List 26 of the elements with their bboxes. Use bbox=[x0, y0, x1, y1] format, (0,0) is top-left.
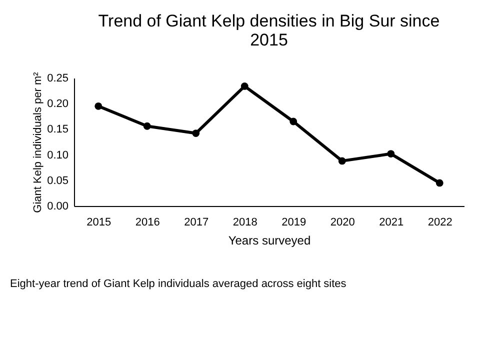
point bbox=[94, 102, 102, 110]
y-tick-label: 0.15 bbox=[47, 124, 68, 136]
point bbox=[338, 157, 346, 165]
x-tick-label: 2019 bbox=[282, 216, 306, 228]
x-tick-label: 2017 bbox=[184, 216, 209, 228]
x-tick-label: 2018 bbox=[232, 216, 258, 228]
y-tick-label: 0.25 bbox=[47, 72, 68, 84]
point bbox=[387, 150, 395, 158]
y-tick-label: 0.20 bbox=[47, 98, 68, 110]
y-axis-title: Giant Kelp individuals per m² bbox=[32, 72, 44, 213]
point bbox=[143, 122, 151, 130]
x-tick-label: 2020 bbox=[330, 216, 355, 228]
chart-title: Trend of Giant Kelp densities in Big Sur since 2015 bbox=[98, 12, 440, 50]
point bbox=[240, 82, 248, 90]
x-axis-title: Years surveyed bbox=[228, 234, 311, 248]
y-tick-label: 0.05 bbox=[47, 174, 68, 187]
text: Eight-year trend of Giant Kelp individuals averaged across eight sites bbox=[10, 278, 347, 290]
point bbox=[290, 118, 298, 126]
x-tick-label: 2015 bbox=[86, 216, 112, 228]
point bbox=[436, 179, 444, 187]
y-tick-label: 0.00 bbox=[47, 200, 68, 212]
x-tick-label: 2016 bbox=[135, 216, 160, 228]
point bbox=[192, 130, 200, 137]
x-tick-label: 2021 bbox=[379, 216, 404, 228]
y-tick-label: 0.10 bbox=[47, 149, 68, 162]
x-tick-label: 2022 bbox=[428, 216, 452, 228]
